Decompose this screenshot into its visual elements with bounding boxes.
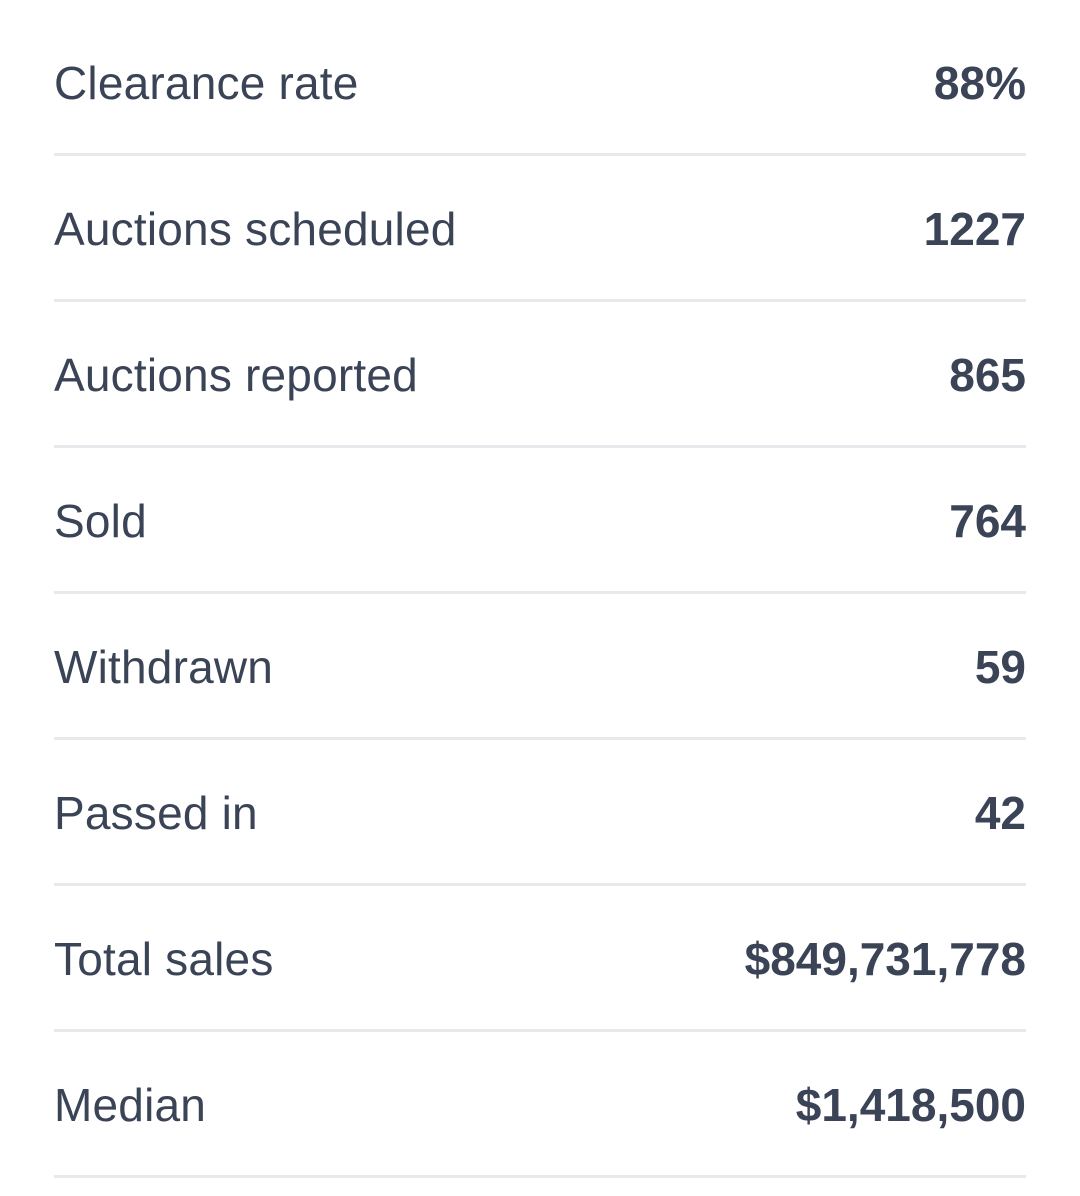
stat-value: 59 xyxy=(974,640,1026,693)
stat-label: Auctions reported xyxy=(54,348,418,401)
stat-label: Sold xyxy=(54,494,147,547)
stat-value: 42 xyxy=(974,786,1026,839)
stat-row-total-sales: Total sales $849,731,778 xyxy=(54,886,1026,1032)
stat-row-clearance-rate: Clearance rate 88% xyxy=(54,10,1026,156)
auction-stats-list: Clearance rate 88% Auctions scheduled 12… xyxy=(54,10,1026,1178)
stat-label: Passed in xyxy=(54,786,258,839)
stat-label: Median xyxy=(54,1078,207,1131)
stat-value: 865 xyxy=(949,348,1026,401)
stat-value: $849,731,778 xyxy=(744,932,1026,985)
stat-row-auctions-reported: Auctions reported 865 xyxy=(54,302,1026,448)
stat-value: 764 xyxy=(949,494,1026,547)
stat-row-auctions-scheduled: Auctions scheduled 1227 xyxy=(54,156,1026,302)
stat-row-median: Median $1,418,500 xyxy=(54,1032,1026,1178)
stat-row-withdrawn: Withdrawn 59 xyxy=(54,594,1026,740)
stat-value: 1227 xyxy=(923,202,1026,255)
stat-label: Total sales xyxy=(54,932,274,985)
stat-value: $1,418,500 xyxy=(795,1078,1026,1131)
stat-value: 88% xyxy=(933,56,1026,109)
stat-row-sold: Sold 764 xyxy=(54,448,1026,594)
stat-label: Clearance rate xyxy=(54,56,359,109)
stat-row-passed-in: Passed in 42 xyxy=(54,740,1026,886)
stat-label: Auctions scheduled xyxy=(54,202,457,255)
stat-label: Withdrawn xyxy=(54,640,274,693)
